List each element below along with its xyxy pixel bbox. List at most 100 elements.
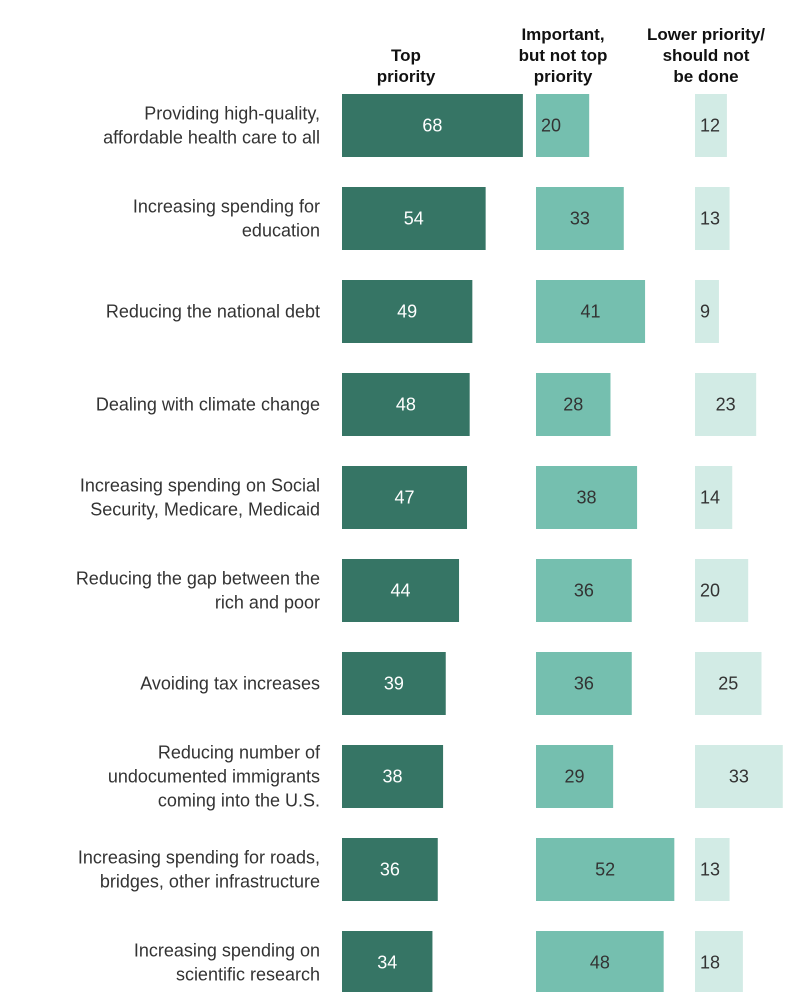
value-label-top: 34 [377,953,397,973]
header-line: Lower priority/ [647,25,765,44]
category-label: Reducing the national debt [106,302,320,322]
bar-top [342,280,473,343]
value-label-important: 20 [541,116,561,136]
category-label-line: Security, Medicare, Medicaid [90,500,320,520]
bar-top [342,745,444,808]
bar-important [536,373,611,436]
value-label-top: 54 [404,209,424,229]
bar-top [342,652,446,715]
category-label-line: scientific research [176,965,320,985]
category-label: Increasing spending on scientific researc… [134,941,320,985]
category-labels: Providing high-quality, affordable health… [76,104,321,985]
header-top: Top priority [377,46,436,86]
bar-lower [695,466,733,529]
value-label-important: 36 [574,581,594,601]
category-label: Providing high-quality, affordable health… [103,104,320,148]
bars [342,94,783,992]
value-label-top: 36 [380,860,400,880]
value-label-important: 36 [574,674,594,694]
category-label-line: bridges, other infrastructure [100,872,320,892]
bar-lower [695,280,719,343]
bar-lower [695,373,757,436]
value-label-important: 28 [563,395,583,415]
value-label-important: 41 [581,302,601,322]
bar-lower [695,931,743,992]
value-label-lower: 18 [700,953,720,973]
value-label-top: 68 [422,116,442,136]
bar-top [342,187,486,250]
bar-important [536,652,632,715]
value-label-lower: 9 [700,302,710,322]
category-label-line: Providing high-quality, [144,104,320,124]
value-label-lower: 25 [718,674,738,694]
bar-lower [695,559,749,622]
header-line: but not top [519,46,608,65]
value-label-top: 47 [394,488,414,508]
category-label-line: Avoiding tax increases [140,674,320,694]
header-line: should not [663,46,750,65]
value-label-important: 52 [595,860,615,880]
bar-important [536,745,614,808]
category-label-line: Increasing spending on [134,941,320,961]
category-label-line: coming into the U.S. [158,791,320,811]
bar-important [536,838,675,901]
category-label-line: Reducing the national debt [106,302,320,322]
bar-lower [695,94,727,157]
value-label-top: 49 [397,302,417,322]
bar-lower [695,838,730,901]
value-label-top: 44 [391,581,411,601]
value-label-top: 38 [383,767,403,787]
value-label-important: 29 [565,767,585,787]
category-label-line: education [242,221,320,241]
value-label-top: 39 [384,674,404,694]
value-label-important: 38 [577,488,597,508]
header-line: priority [534,67,593,86]
category-label: Increasing spending for education [133,197,320,241]
header-line: be done [673,67,738,86]
bar-lower [695,187,730,250]
header-line: priority [377,67,436,86]
category-label-line: undocumented immigrants [108,767,320,787]
value-label-important: 48 [590,953,610,973]
bar-important [536,559,632,622]
value-label-lower: 13 [700,209,720,229]
header-line: Important, [521,25,604,44]
bar-lower [695,652,762,715]
header-important: Important, but not top priority [519,25,608,86]
bar-top [342,466,468,529]
bar-top [342,931,433,992]
category-label-line: affordable health care to all [103,128,320,148]
bar-important [536,94,590,157]
bar-lower [695,745,783,808]
category-label: Increasing spending for roads, bridges, o… [78,848,320,892]
value-label-lower: 20 [700,581,720,601]
category-label: Dealing with climate change [96,395,320,415]
category-label-line: Increasing spending for [133,197,320,217]
bar-important [536,187,624,250]
value-label-lower: 13 [700,860,720,880]
bar-important [536,931,664,992]
category-label-line: Increasing spending for roads, [78,848,320,868]
column-headers: Top priority Important, but not top priority… [377,25,766,86]
category-label-line: rich and poor [215,593,320,613]
bar-top [342,838,438,901]
value-label-lower: 14 [700,488,720,508]
category-label: Increasing spending on Social Security, M… [80,476,320,520]
category-label-line: Increasing spending on Social [80,476,320,496]
category-label-line: Reducing number of [158,743,321,763]
value-label-important: 33 [570,209,590,229]
bar-top [342,373,470,436]
value-label-lower: 33 [729,767,749,787]
bar-top [342,559,460,622]
value-label-top: 48 [396,395,416,415]
header-line: Top [391,46,421,65]
bar-top [342,94,523,157]
bar-important [536,280,646,343]
category-label: Reducing number of undocumented immigrant… [108,743,321,811]
value-label-lower: 23 [716,395,736,415]
category-label-line: Reducing the gap between the [76,569,320,589]
value-label-lower: 12 [700,116,720,136]
value-labels: 68 54 49 48 47 44 39 38 36 34 20 33 41 28 38 36 36 29 52 48… [377,116,749,973]
bar-important [536,466,638,529]
